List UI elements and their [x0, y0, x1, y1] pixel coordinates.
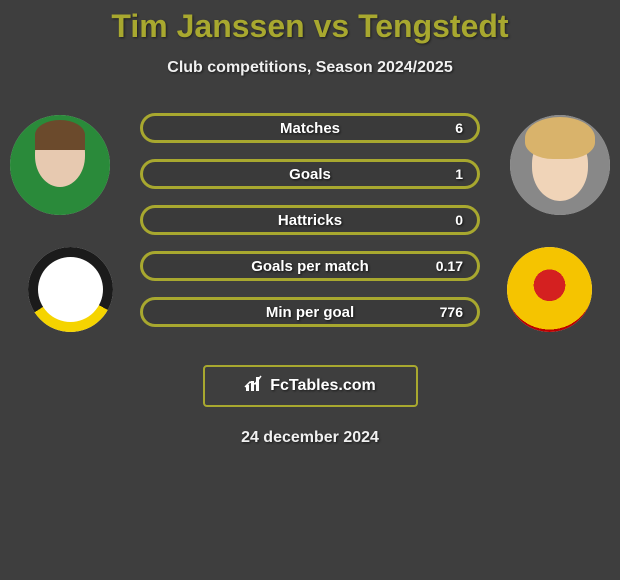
- stat-value: 0.17: [436, 258, 463, 274]
- stat-value: 1: [455, 166, 463, 182]
- stat-label: Min per goal: [266, 304, 354, 321]
- stat-value: 776: [440, 304, 463, 320]
- comparison-title: Tim Janssen vs Tengstedt: [0, 0, 620, 45]
- stat-row: Min per goal 776: [140, 297, 480, 327]
- stat-label: Goals per match: [251, 258, 369, 275]
- stat-row: Hattricks 0: [140, 205, 480, 235]
- club-right-logo: [507, 247, 592, 332]
- stat-label: Hattricks: [278, 212, 342, 229]
- stat-row: Matches 6: [140, 113, 480, 143]
- comparison-content: Matches 6 Goals 1 Hattricks 0 Goals per …: [0, 105, 620, 365]
- watermark-text: FcTables.com: [270, 377, 376, 395]
- stat-label: Matches: [280, 120, 340, 137]
- club-left-logo: [28, 247, 113, 332]
- comparison-subtitle: Club competitions, Season 2024/2025: [0, 59, 620, 77]
- player-right-avatar: [510, 115, 610, 215]
- stat-label: Goals: [289, 166, 331, 183]
- stat-value: 6: [455, 120, 463, 136]
- stat-row: Goals 1: [140, 159, 480, 189]
- stat-row: Goals per match 0.17: [140, 251, 480, 281]
- watermark: FcTables.com: [203, 365, 418, 407]
- chart-icon: [244, 375, 264, 398]
- player-left-avatar: [10, 115, 110, 215]
- stats-bars: Matches 6 Goals 1 Hattricks 0 Goals per …: [140, 113, 480, 343]
- comparison-date: 24 december 2024: [0, 429, 620, 447]
- stat-value: 0: [455, 212, 463, 228]
